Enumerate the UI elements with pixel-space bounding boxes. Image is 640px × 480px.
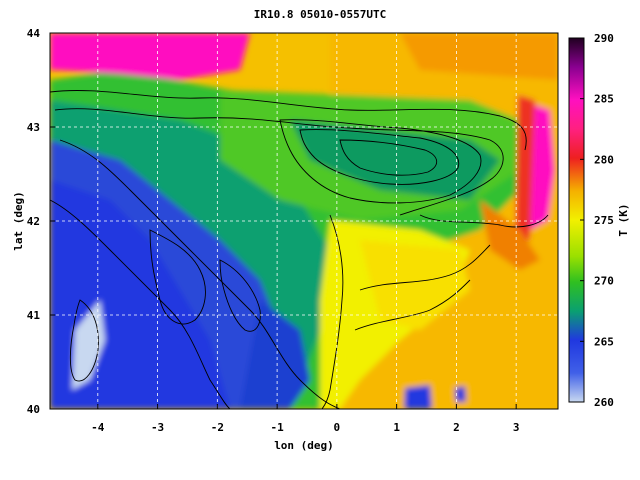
colorbar-tick-label: 280 (594, 153, 614, 166)
x-tick-label: -2 (211, 421, 224, 434)
y-axis-ticks: 40 41 42 43 44 (27, 27, 55, 416)
colorbar-tick-label: 275 (594, 214, 614, 227)
x-tick-label: 3 (513, 421, 520, 434)
colorbar-tick-label: 285 (594, 93, 614, 106)
colorbar-tick-label: 290 (594, 32, 614, 45)
y-tick-label: 42 (27, 215, 40, 228)
page-title: IR10.8 05010-0557UTC (253, 8, 387, 21)
x-tick-label: 2 (453, 421, 460, 434)
colorbar-tick-label: 265 (594, 335, 614, 348)
colorbar-label: T (K) (617, 203, 630, 236)
temperature-field (50, 33, 558, 409)
x-tick-label: 1 (393, 421, 400, 434)
y-axis-label: lat (deg) (12, 191, 25, 251)
y-tick-label: 40 (27, 403, 40, 416)
y-tick-label: 41 (27, 309, 41, 322)
y-tick-label: 43 (27, 121, 40, 134)
x-axis-ticks: -4 -3 -2 -1 0 1 2 3 (91, 404, 519, 434)
colorbar-ticks: 260 265 270 275 280 285 290 (580, 32, 614, 409)
x-tick-label: -1 (270, 421, 284, 434)
x-axis-label: lon (deg) (274, 439, 334, 452)
x-tick-label: -3 (151, 421, 164, 434)
colorbar-tick-label: 270 (594, 275, 614, 288)
x-tick-label: -4 (91, 421, 105, 434)
colorbar-tick-label: 260 (594, 396, 614, 409)
y-tick-label: 44 (27, 27, 41, 40)
x-tick-label: 0 (334, 421, 341, 434)
